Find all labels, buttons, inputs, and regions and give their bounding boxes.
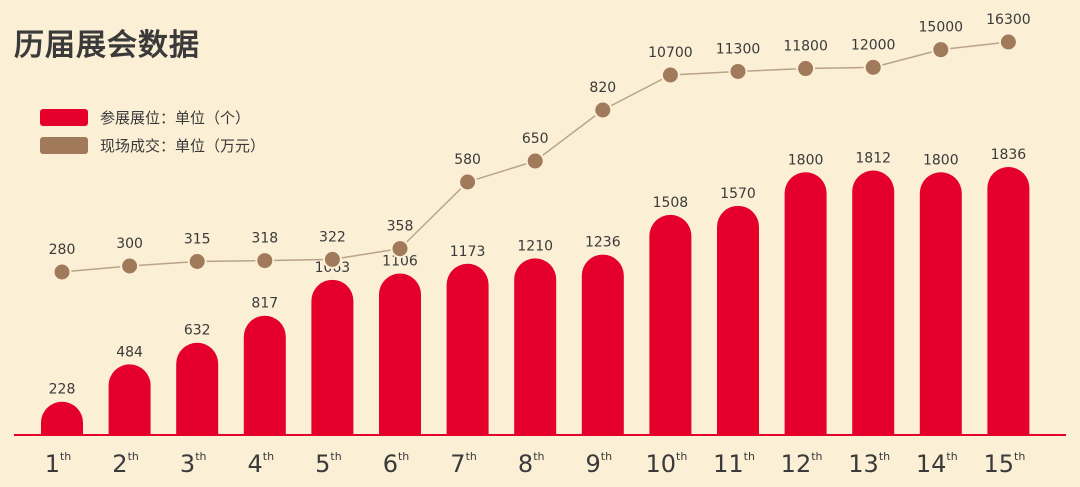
- x-tick-label: 13th: [848, 450, 890, 478]
- bar-value-label: 228: [49, 382, 76, 398]
- legend: 参展展位：单位（个） 现场成交：单位（万元）: [40, 104, 265, 160]
- sales-marker: [120, 256, 140, 276]
- x-tick-label: 15th: [983, 450, 1025, 478]
- bar: [41, 401, 83, 435]
- sales-value-label: 318: [251, 231, 278, 247]
- sales-marker: [593, 100, 613, 120]
- sales-marker: [458, 172, 478, 192]
- bar: [243, 315, 286, 435]
- x-tick-label: 4th: [248, 450, 275, 478]
- x-tick-label: 5th: [315, 450, 342, 478]
- sales-marker: [52, 262, 72, 282]
- bar: [446, 263, 489, 435]
- legend-item-sales: 现场成交：单位（万元）: [40, 132, 265, 158]
- sales-value-label: 358: [387, 219, 414, 235]
- bar: [108, 364, 151, 435]
- sales-marker: [998, 32, 1018, 52]
- bar-value-label: 1812: [855, 151, 891, 167]
- sales-value-label: 10700: [648, 45, 693, 61]
- bar: [311, 279, 354, 435]
- bar: [176, 342, 219, 435]
- x-tick-label: 12th: [781, 450, 823, 478]
- sales-value-label: 322: [319, 229, 346, 245]
- bar: [987, 167, 1030, 435]
- x-tick-label: 2th: [112, 450, 139, 478]
- x-tick-label: 11th: [713, 450, 755, 478]
- legend-label-sales: 现场成交：单位（万元）: [100, 136, 266, 155]
- bar-value-label: 1508: [653, 195, 689, 211]
- sales-value-label: 315: [184, 232, 211, 248]
- bar: [717, 205, 759, 435]
- bar-value-label: 1800: [923, 152, 959, 168]
- sales-value-label: 650: [522, 131, 549, 147]
- bar: [379, 273, 421, 435]
- sales-marker: [863, 57, 883, 77]
- sales-marker: [525, 151, 545, 171]
- sales-marker: [390, 239, 410, 259]
- sales-value-label: 12000: [851, 37, 896, 53]
- x-tick-label: 1th: [45, 450, 72, 478]
- bar-value-label: 1836: [991, 147, 1027, 163]
- x-tick-label: 10th: [645, 450, 687, 478]
- x-tick-label: 7th: [450, 450, 477, 478]
- bar-value-label: 817: [251, 296, 278, 312]
- bar: [784, 172, 827, 435]
- bar-value-label: 1236: [585, 235, 621, 251]
- sales-value-label: 280: [49, 242, 76, 258]
- x-tick-label: 14th: [916, 450, 958, 478]
- bar: [919, 172, 962, 435]
- sales-marker: [660, 65, 680, 85]
- x-tick-label: 3th: [180, 450, 207, 478]
- sales-value-label: 11800: [783, 39, 828, 55]
- bar-value-label: 1210: [517, 238, 553, 254]
- sales-marker: [931, 40, 951, 60]
- bar: [514, 258, 557, 435]
- bar: [852, 170, 895, 435]
- legend-swatch-sales: [40, 136, 88, 154]
- bar-value-label: 484: [116, 344, 143, 360]
- bar-value-label: 1570: [720, 186, 756, 202]
- bar: [581, 254, 624, 435]
- sales-marker: [728, 61, 748, 81]
- bar-value-label: 1173: [450, 244, 486, 260]
- x-tick-label: 6th: [383, 450, 410, 478]
- x-tick-label: 8th: [518, 450, 545, 478]
- x-tick-label: 9th: [586, 450, 613, 478]
- sales-value-label: 580: [454, 152, 481, 168]
- legend-label-booths: 参展展位：单位（个）: [100, 108, 251, 127]
- legend-item-booths: 参展展位：单位（个）: [40, 104, 265, 130]
- sales-marker: [322, 249, 342, 269]
- sales-marker: [255, 251, 275, 271]
- bar-value-label: 1800: [788, 152, 824, 168]
- bar-value-label: 632: [184, 323, 211, 339]
- sales-marker: [187, 252, 207, 271]
- legend-swatch-booths: [40, 108, 88, 126]
- sales-value-label: 16300: [986, 12, 1031, 28]
- sales-value-label: 15000: [919, 20, 964, 36]
- chart-title: 历届展会数据: [14, 28, 200, 63]
- sales-value-label: 11300: [716, 41, 761, 57]
- sales-value-label: 300: [116, 236, 143, 252]
- sales-value-label: 820: [589, 80, 616, 96]
- sales-marker: [796, 59, 816, 79]
- bar-value-label: 1106: [382, 254, 418, 270]
- bar: [649, 214, 692, 435]
